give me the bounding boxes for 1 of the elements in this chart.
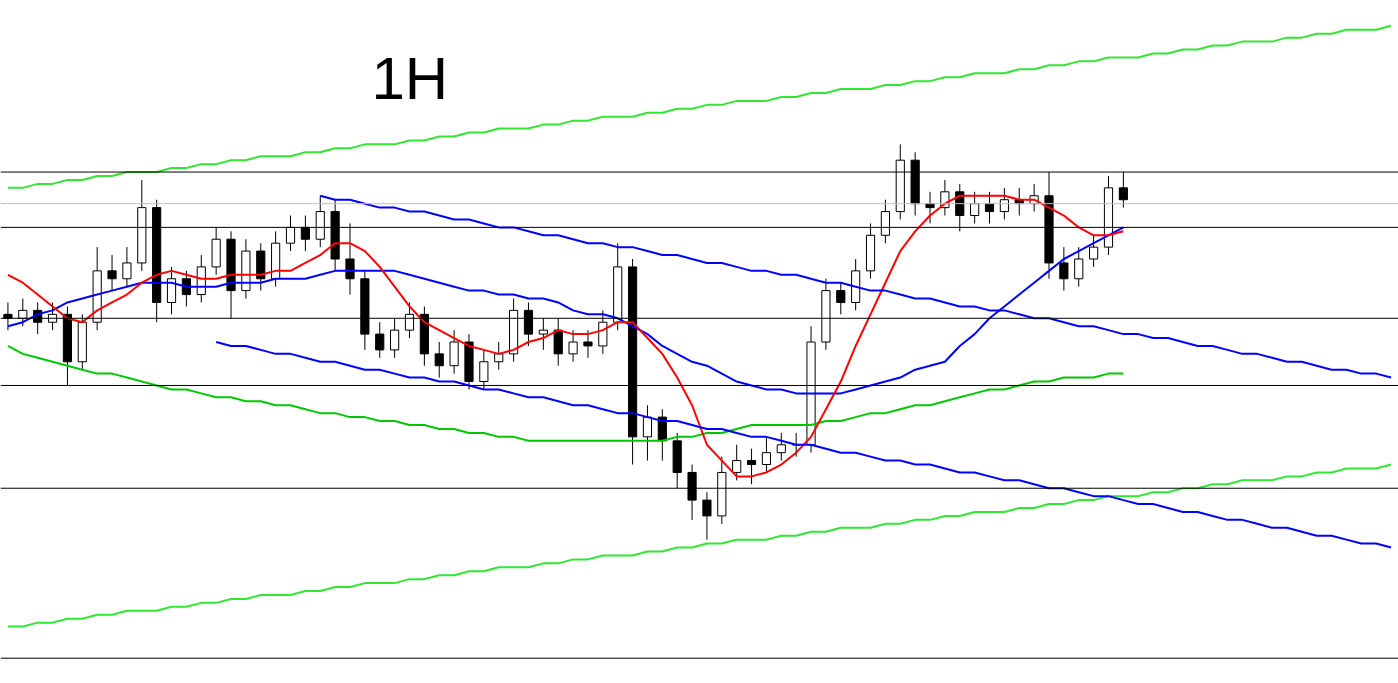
text: 1H bbox=[371, 44, 449, 112]
